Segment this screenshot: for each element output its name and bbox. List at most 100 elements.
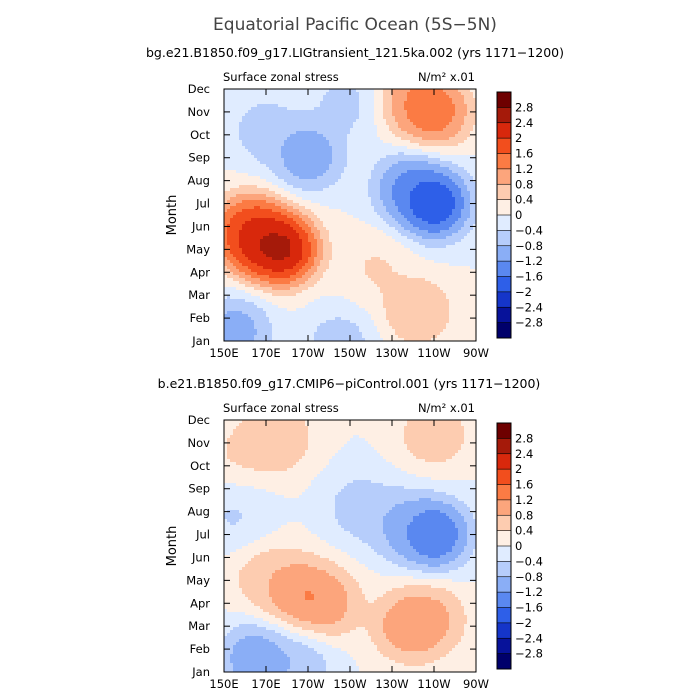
- colorbar-swatch: [497, 168, 511, 185]
- y-tick-label: Dec: [188, 413, 210, 427]
- x-tick-label: 130W: [375, 677, 408, 691]
- colorbar-swatch: [497, 607, 511, 624]
- y-tick-label: Aug: [188, 505, 210, 519]
- colorbar-tick-label: 2: [515, 462, 522, 476]
- colorbar-swatch: [497, 515, 511, 531]
- colorbar-swatch: [497, 576, 511, 593]
- colorbar-tick-label: 2.8: [515, 431, 533, 445]
- colorbar-swatch: [497, 245, 511, 262]
- colorbar-swatch: [497, 592, 511, 608]
- y-tick-label: Jan: [191, 665, 210, 679]
- colorbar-swatch: [497, 184, 511, 200]
- panel-subtitle: bg.e21.B1850.f09_g17.LIGtransient_121.5k…: [146, 45, 564, 60]
- y-tick-label: Jul: [195, 528, 210, 542]
- y-tick-label: Mar: [188, 619, 210, 633]
- y-tick-label: Dec: [188, 82, 210, 96]
- y-tick-label: Jun: [191, 219, 210, 233]
- colorbar-swatch: [497, 138, 511, 154]
- units-label: N/m² x.01: [418, 401, 475, 415]
- colorbars: 2.82.421.61.20.80.40−0.4−0.8−1.2−1.6−2−2…: [496, 91, 543, 670]
- y-tick-label: Aug: [188, 174, 210, 188]
- colorbar-swatch: [497, 276, 511, 293]
- colorbar-swatch: [497, 122, 511, 139]
- colorbar-tick-label: 2.8: [515, 100, 533, 114]
- x-tick-label: 170E: [251, 677, 280, 691]
- x-tick-label: 90W: [463, 346, 489, 360]
- y-tick-label: Sep: [188, 151, 210, 165]
- colorbar-2: 2.82.421.61.20.80.40−0.4−0.8−1.2−1.6−2−2…: [496, 422, 543, 670]
- y-axis-label: Month: [165, 195, 180, 236]
- x-tick-label: 110W: [417, 346, 450, 360]
- colorbar-swatch: [497, 199, 511, 216]
- colorbar-swatch: [497, 561, 511, 578]
- x-tick-label: 170W: [291, 346, 324, 360]
- variable-label: Surface zonal stress: [223, 70, 339, 84]
- y-axis-label: Month: [165, 526, 180, 567]
- colorbar-swatch: [497, 307, 511, 323]
- chart-panel-2: b.e21.B1850.f09_g17.CMIP6−piControl.001 …: [158, 376, 541, 691]
- colorbar-tick-label: 1.2: [515, 162, 533, 176]
- units-label: N/m² x.01: [418, 70, 475, 84]
- colorbar-tick-label: 0: [515, 208, 522, 222]
- colorbar-swatch: [497, 153, 511, 170]
- colorbar-tick-label: 1.6: [515, 147, 533, 161]
- y-tick-label: May: [186, 573, 210, 587]
- colorbar-tick-label: −0.4: [515, 223, 543, 237]
- colorbar-swatch: [497, 322, 511, 339]
- contour-field: [224, 420, 476, 672]
- y-tick-label: Nov: [188, 105, 211, 119]
- colorbar-swatch: [497, 423, 511, 439]
- colorbar-swatch: [497, 107, 511, 124]
- colorbar-tick-label: 2: [515, 131, 522, 145]
- colorbar-tick-label: −2: [515, 616, 532, 630]
- y-tick-label: Oct: [190, 128, 210, 142]
- colorbar-swatch: [497, 453, 511, 470]
- x-tick-label: 150W: [333, 346, 366, 360]
- x-tick-label: 150W: [333, 677, 366, 691]
- colorbar-tick-label: −1.6: [515, 270, 543, 284]
- colorbar-swatch: [497, 638, 511, 654]
- y-tick-label: Feb: [190, 311, 210, 325]
- y-tick-label: Apr: [190, 265, 210, 279]
- colorbar-swatch: [497, 230, 511, 247]
- contour-field: [224, 89, 476, 341]
- colorbar-tick-label: 0: [515, 539, 522, 553]
- y-tick-label: Nov: [188, 436, 211, 450]
- x-tick-label: 110W: [417, 677, 450, 691]
- colorbar-swatch: [497, 484, 511, 501]
- figure-title: Equatorial Pacific Ocean (5S−5N): [213, 15, 497, 35]
- y-tick-label: Mar: [188, 288, 210, 302]
- colorbar-tick-label: 0.4: [515, 193, 533, 207]
- y-tick-label: Feb: [190, 642, 210, 656]
- colorbar-swatch: [497, 92, 511, 108]
- colorbar-tick-label: −2.8: [515, 316, 543, 330]
- colorbar-tick-label: −2.8: [515, 647, 543, 661]
- colorbar-tick-label: −2: [515, 285, 532, 299]
- colorbar-swatch: [497, 653, 511, 670]
- x-tick-label: 150E: [209, 346, 238, 360]
- variable-label: Surface zonal stress: [223, 401, 339, 415]
- x-tick-label: 170E: [251, 346, 280, 360]
- y-tick-label: Sep: [188, 482, 210, 496]
- y-tick-label: Oct: [190, 459, 210, 473]
- y-tick-label: Jan: [191, 334, 210, 348]
- colorbar-tick-label: −2.4: [515, 631, 543, 645]
- colorbar-tick-label: −1.2: [515, 585, 543, 599]
- colorbar-1: 2.82.421.61.20.80.40−0.4−0.8−1.2−1.6−2−2…: [496, 91, 543, 339]
- colorbar-swatch: [497, 261, 511, 277]
- y-tick-label: May: [186, 242, 210, 256]
- y-tick-label: Jul: [195, 197, 210, 211]
- x-tick-label: 90W: [463, 677, 489, 691]
- colorbar-swatch: [497, 469, 511, 485]
- colorbar-tick-label: −2.4: [515, 300, 543, 314]
- chart-panel-1: bg.e21.B1850.f09_g17.LIGtransient_121.5k…: [146, 45, 564, 360]
- colorbar-swatch: [497, 622, 511, 639]
- colorbar-tick-label: 2.4: [515, 116, 533, 130]
- y-tick-label: Jun: [191, 550, 210, 564]
- colorbar-tick-label: 0.8: [515, 508, 533, 522]
- colorbar-tick-label: 0.4: [515, 524, 533, 538]
- colorbar-tick-label: 2.4: [515, 447, 533, 461]
- colorbar-swatch: [497, 291, 511, 308]
- colorbar-tick-label: 0.8: [515, 177, 533, 191]
